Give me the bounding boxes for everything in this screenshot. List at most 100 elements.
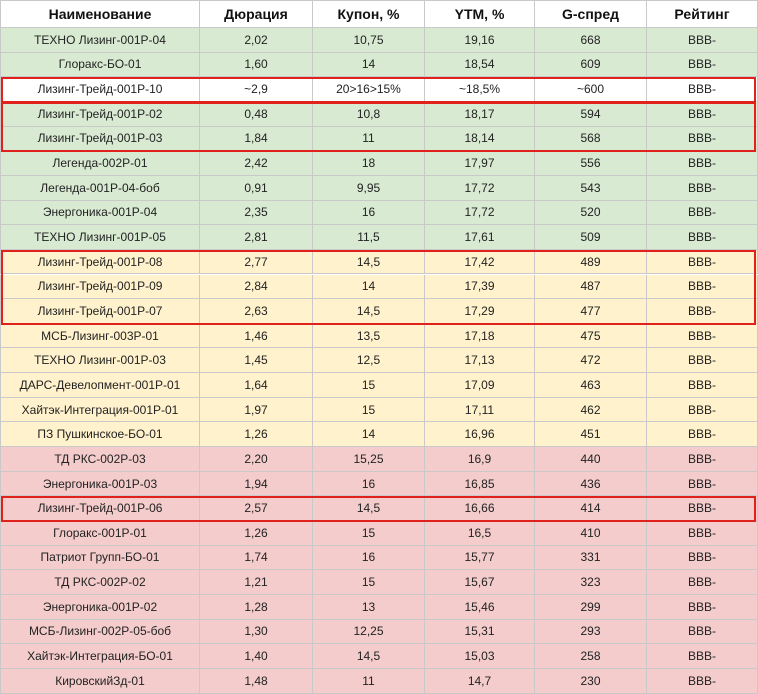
cell-rating: BBB- <box>647 397 758 423</box>
cell-coupon: 14,5 <box>313 249 425 275</box>
cell-coupon: 16 <box>313 471 425 497</box>
cell-gspread: 543 <box>535 175 647 201</box>
cell-gspread: 451 <box>535 422 647 448</box>
table-row: ТЕХНО Лизинг-001Р-03 1,45 12,5 17,13 472 BBB- <box>0 348 758 374</box>
cell-ytm: 17,61 <box>425 225 535 250</box>
cell-ytm: 16,96 <box>425 422 535 448</box>
cell-coupon: 10,75 <box>313 28 425 53</box>
cell-duration: 1,21 <box>200 570 313 595</box>
cell-name: Глоракс-БО-01 <box>0 52 200 78</box>
table-row: Патриот Групп-БО-01 1,74 16 15,77 331 BBB- <box>0 545 758 571</box>
cell-ytm: ~18,5% <box>425 77 535 102</box>
cell-ytm: 16,9 <box>425 447 535 472</box>
table-row: Лизинг-Трейд-001Р-10 ~2,9 20>16>15% ~18,5% ~… <box>0 77 758 102</box>
cell-ytm: 15,03 <box>425 644 535 669</box>
cell-rating: BBB- <box>647 225 758 250</box>
cell-name: ПЗ Пушкинское-БО-01 <box>0 422 200 448</box>
header-row: Наименование Дюрация Купон, % YTM, % G-с… <box>0 0 758 28</box>
header-duration: Дюрация <box>200 0 313 28</box>
cell-name: ДАРС-Девелопмент-001Р-01 <box>0 373 200 398</box>
cell-gspread: 594 <box>535 101 647 127</box>
table-row: ТД РКС-002Р-02 1,21 15 15,67 323 BBB- <box>0 570 758 595</box>
cell-name: Энергоника-001Р-04 <box>0 200 200 226</box>
cell-rating: BBB- <box>647 28 758 53</box>
cell-name: Лизинг-Трейд-001Р-09 <box>0 274 200 300</box>
cell-gspread: 462 <box>535 397 647 423</box>
cell-rating: BBB- <box>647 447 758 472</box>
cell-coupon: 13,5 <box>313 323 425 349</box>
cell-name: Лизинг-Трейд-001Р-03 <box>0 126 200 152</box>
cell-duration: ~2,9 <box>200 77 313 102</box>
cell-name: Лизинг-Трейд-001Р-10 <box>0 77 200 102</box>
cell-ytm: 14,7 <box>425 668 535 694</box>
table-row: ПЗ Пушкинское-БО-01 1,26 14 16,96 451 BBB- <box>0 422 758 448</box>
cell-gspread: 556 <box>535 151 647 176</box>
header-ytm: YTM, % <box>425 0 535 28</box>
cell-rating: BBB- <box>647 323 758 349</box>
cell-duration: 1,84 <box>200 126 313 152</box>
cell-coupon: 12,5 <box>313 348 425 374</box>
cell-name: Патриот Групп-БО-01 <box>0 545 200 571</box>
cell-name: Лизинг-Трейд-001Р-08 <box>0 249 200 275</box>
cell-rating: BBB- <box>647 348 758 374</box>
cell-ytm: 16,66 <box>425 496 535 521</box>
cell-rating: BBB- <box>647 52 758 78</box>
cell-duration: 1,48 <box>200 668 313 694</box>
cell-duration: 2,77 <box>200 249 313 275</box>
cell-ytm: 15,46 <box>425 594 535 620</box>
cell-coupon: 14,5 <box>313 644 425 669</box>
cell-duration: 1,30 <box>200 619 313 645</box>
cell-coupon: 20>16>15% <box>313 77 425 102</box>
cell-gspread: ~600 <box>535 77 647 102</box>
cell-gspread: 230 <box>535 668 647 694</box>
cell-gspread: 568 <box>535 126 647 152</box>
cell-duration: 1,94 <box>200 471 313 497</box>
cell-name: МСБ-Лизинг-003Р-01 <box>0 323 200 349</box>
table-row: Хайтэк-Интеграция-001Р-01 1,97 15 17,11 462 B… <box>0 397 758 423</box>
cell-name: ТД РКС-002Р-02 <box>0 570 200 595</box>
cell-rating: BBB- <box>647 101 758 127</box>
cell-rating: BBB- <box>647 274 758 300</box>
cell-ytm: 16,5 <box>425 521 535 546</box>
cell-coupon: 14 <box>313 52 425 78</box>
cell-ytm: 17,72 <box>425 200 535 226</box>
table-row: Лизинг-Трейд-001Р-06 2,57 14,5 16,66 414 BBB- <box>0 496 758 521</box>
cell-name: ТЕХНО Лизинг-001Р-04 <box>0 28 200 53</box>
cell-gspread: 436 <box>535 471 647 497</box>
cell-name: Легенда-001Р-04-боб <box>0 175 200 201</box>
cell-rating: BBB- <box>647 200 758 226</box>
cell-coupon: 15,25 <box>313 447 425 472</box>
cell-gspread: 463 <box>535 373 647 398</box>
cell-name: ТЕХНО Лизинг-001Р-03 <box>0 348 200 374</box>
cell-duration: 2,42 <box>200 151 313 176</box>
cell-ytm: 17,13 <box>425 348 535 374</box>
cell-gspread: 414 <box>535 496 647 521</box>
cell-name: Лизинг-Трейд-001Р-02 <box>0 101 200 127</box>
cell-rating: BBB- <box>647 619 758 645</box>
cell-duration: 0,91 <box>200 175 313 201</box>
cell-rating: BBB- <box>647 299 758 324</box>
cell-ytm: 16,85 <box>425 471 535 497</box>
cell-name: Легенда-002Р-01 <box>0 151 200 176</box>
table-row: МСБ-Лизинг-003Р-01 1,46 13,5 17,18 475 BBB- <box>0 323 758 349</box>
cell-duration: 1,28 <box>200 594 313 620</box>
header-name: Наименование <box>0 0 200 28</box>
cell-name: Энергоника-001Р-03 <box>0 471 200 497</box>
cell-rating: BBB- <box>647 545 758 571</box>
cell-ytm: 18,14 <box>425 126 535 152</box>
cell-name: КировскийЗд-01 <box>0 668 200 694</box>
cell-rating: BBB- <box>647 644 758 669</box>
cell-duration: 2,81 <box>200 225 313 250</box>
table-row: Энергоника-001Р-03 1,94 16 16,85 436 BBB- <box>0 471 758 497</box>
table-row: КировскийЗд-01 1,48 11 14,7 230 BBB- <box>0 668 758 694</box>
cell-coupon: 10,8 <box>313 101 425 127</box>
cell-ytm: 17,39 <box>425 274 535 300</box>
cell-ytm: 17,97 <box>425 151 535 176</box>
cell-ytm: 15,77 <box>425 545 535 571</box>
cell-gspread: 477 <box>535 299 647 324</box>
cell-gspread: 323 <box>535 570 647 595</box>
cell-name: МСБ-Лизинг-002Р-05-боб <box>0 619 200 645</box>
table-row: ДАРС-Девелопмент-001Р-01 1,64 15 17,09 463 BB… <box>0 373 758 398</box>
cell-coupon: 11,5 <box>313 225 425 250</box>
cell-duration: 2,20 <box>200 447 313 472</box>
